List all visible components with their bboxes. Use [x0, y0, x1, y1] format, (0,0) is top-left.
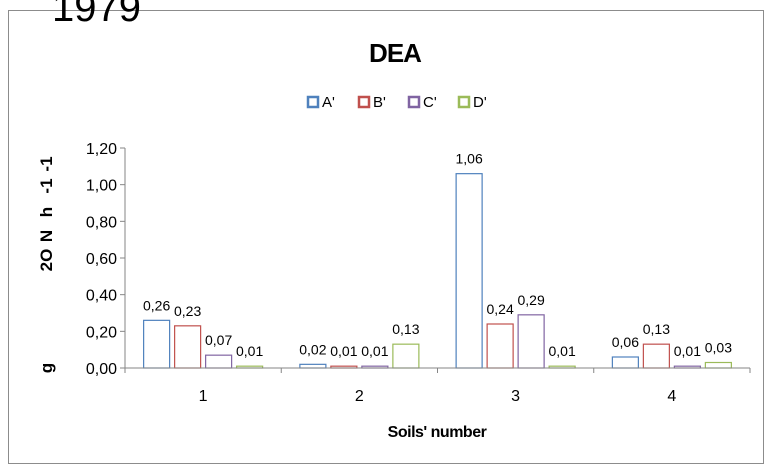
- data-label: 0,13: [643, 321, 670, 337]
- y-tick-label: 0,00: [86, 361, 117, 378]
- bar: [143, 319, 171, 369]
- bar: [455, 173, 483, 369]
- legend: A' B' C' D': [306, 94, 487, 111]
- data-label: 0,01: [330, 343, 357, 359]
- legend-swatch: [457, 95, 471, 109]
- legend-swatch: [407, 95, 421, 109]
- bars: 0,260,021,060,060,230,010,240,130,070,01…: [143, 151, 732, 369]
- bar: [299, 363, 327, 369]
- y-axis-label-fragment: -1: [37, 178, 56, 193]
- x-axis: 1 2 3 4: [124, 367, 751, 405]
- data-label: 0,01: [674, 343, 701, 359]
- y-axis-label-fragment: h: [37, 207, 56, 217]
- data-label: 0,01: [361, 343, 388, 359]
- x-tick-label: 2: [355, 388, 364, 405]
- bar: [642, 343, 670, 369]
- legend-entry: A': [322, 94, 335, 111]
- y-tick-label: 0,60: [86, 251, 117, 268]
- chart-title: DEA: [369, 38, 422, 68]
- data-label: 0,01: [236, 343, 263, 359]
- x-tick-label: 1: [199, 388, 208, 405]
- data-label: 0,06: [612, 334, 639, 350]
- y-axis-label-fragment: -1: [37, 156, 56, 171]
- x-tick-label: 3: [511, 388, 520, 405]
- data-label: 0,03: [705, 340, 732, 356]
- bar: [704, 361, 732, 369]
- y-tick-label: 0,20: [86, 324, 117, 341]
- bar: [392, 343, 420, 369]
- data-label: 0,23: [174, 303, 201, 319]
- y-tick-label: 0,80: [86, 214, 117, 231]
- y-tick-label: 1,00: [86, 178, 117, 195]
- legend-swatch: [357, 95, 371, 109]
- legend-swatch: [306, 95, 320, 109]
- bar: [611, 356, 639, 369]
- year-stamp: 1979: [52, 0, 141, 30]
- y-axis-label: 2O N -1 h -1 g: [37, 156, 56, 373]
- data-label: 0,01: [549, 343, 576, 359]
- legend-entry: C': [423, 94, 437, 111]
- y-tick-label: 1,20: [86, 141, 117, 158]
- y-tick-label: 0,40: [86, 288, 117, 305]
- y-axis-label-fragment: 2O: [37, 249, 56, 272]
- data-label: 0,13: [392, 321, 419, 337]
- bar: [174, 325, 202, 369]
- data-label: 0,26: [143, 297, 170, 313]
- bar: [486, 323, 514, 369]
- data-label: 1,06: [456, 151, 483, 167]
- y-axis: 0,00 0,20 0,40 0,60 0,80 1,00 1,20: [86, 141, 126, 378]
- y-axis-label-fragment: N: [37, 230, 56, 242]
- data-label: 0,24: [487, 301, 514, 317]
- data-label: 0,02: [299, 341, 326, 357]
- x-tick-label: 4: [667, 388, 676, 405]
- legend-entry: D': [473, 94, 487, 111]
- x-axis-label: Soils' number: [388, 424, 487, 441]
- chart-frame: [8, 10, 764, 464]
- data-label: 0,07: [205, 332, 232, 348]
- bar: [205, 354, 233, 369]
- data-label: 0,29: [518, 292, 545, 308]
- legend-entry: B': [373, 94, 386, 111]
- y-axis-label-fragment: g: [37, 363, 56, 373]
- bar: [517, 314, 545, 369]
